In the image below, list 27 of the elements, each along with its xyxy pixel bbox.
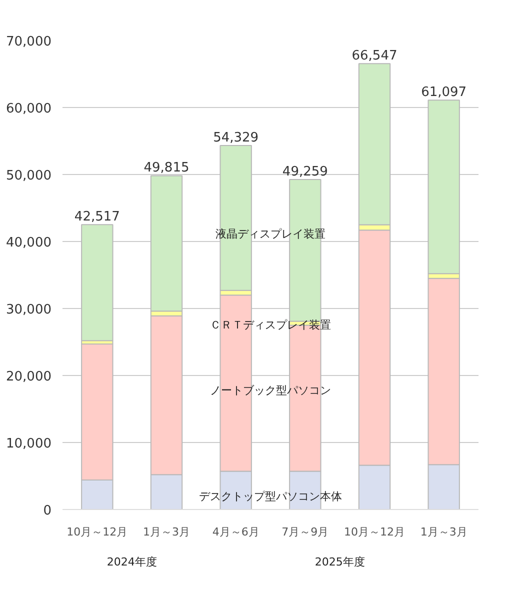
x-tick-label: 4月～6月	[212, 526, 260, 538]
y-tick-label: 0	[43, 504, 52, 518]
y-tick-label: 40,000	[6, 236, 52, 250]
x-tick-label: 7月～9月	[282, 526, 329, 538]
total-label: 54,329	[213, 130, 259, 146]
text: 2024年度	[106, 556, 157, 568]
y-tick-label: 20,000	[6, 370, 52, 384]
y-tick-label: 70,000	[6, 34, 52, 50]
x-tick-label: 1月～3月	[143, 526, 190, 538]
total-label: 66,547	[352, 48, 398, 64]
x-tick-label: 1月～3月	[420, 526, 468, 538]
series-label: ノートブック型パソコン	[210, 384, 331, 398]
total-label: 61,097	[421, 85, 467, 100]
x-tick-label: 10月～12月	[344, 526, 406, 538]
total-label: 42,517	[74, 210, 120, 225]
total-label: 49,815	[144, 160, 190, 176]
x-tick-label: 10月～12月	[66, 526, 128, 538]
series-label: ＣＲＴディスプレイ装置	[210, 318, 331, 332]
total-label: 49,259	[282, 164, 328, 180]
series-label: 液晶ディスプレイ装置	[216, 228, 326, 241]
y-tick-label: 30,000	[6, 302, 52, 318]
y-tick-label: 50,000	[6, 168, 52, 184]
bar	[81, 224, 114, 342]
text: 2025年度	[314, 556, 365, 568]
series-label: デスクトップ型パソコン本体	[199, 490, 342, 503]
y-tick-label: 60,000	[6, 102, 52, 116]
y-tick-label: 10,000	[6, 436, 52, 452]
